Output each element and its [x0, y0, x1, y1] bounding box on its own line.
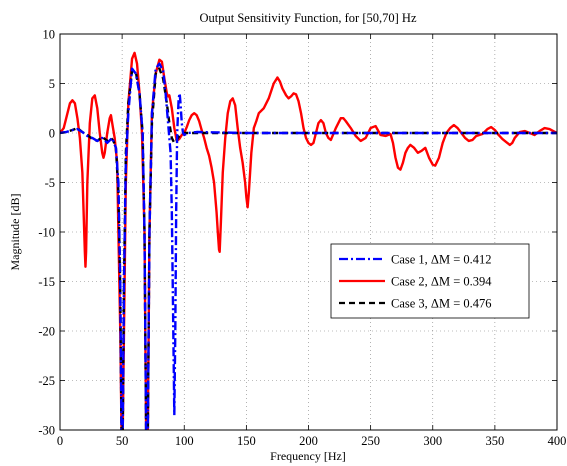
legend-label-case2: Case 2, ΔM = 0.394 [391, 275, 492, 289]
y-axis-label: Magnitude [dB] [8, 194, 22, 271]
chart-title: Output Sensitivity Function, for [50,70]… [200, 11, 417, 25]
x-tick-label: 250 [361, 434, 380, 448]
x-tick-label: 0 [57, 434, 63, 448]
x-tick-label: 200 [299, 434, 318, 448]
x-axis-label: Frequency [Hz] [270, 449, 346, 463]
x-tick-label: 350 [486, 434, 505, 448]
x-tick-label: 300 [423, 434, 442, 448]
y-tick-label: 10 [43, 28, 56, 42]
series-group [60, 51, 557, 430]
ticks [59, 33, 558, 431]
y-tick-label: -20 [38, 325, 55, 339]
y-tick-label: -30 [38, 424, 55, 438]
x-tick-label: 150 [237, 434, 256, 448]
y-tick-label: -5 [45, 176, 55, 190]
x-tick-label: 50 [116, 434, 129, 448]
y-tick-label: 0 [49, 127, 55, 141]
y-tick-label: -15 [38, 275, 55, 289]
legend: Case 1, ΔM = 0.412 Case 2, ΔM = 0.394 Ca… [330, 243, 530, 319]
y-tick-label: 5 [49, 77, 55, 91]
x-tick-label: 100 [175, 434, 194, 448]
x-tick-labels: 0 50 100 150 200 250 300 350 400 [57, 434, 567, 448]
legend-label-case1: Case 1, ΔM = 0.412 [391, 253, 492, 267]
y-tick-label: -25 [38, 374, 55, 388]
y-tick-label: -10 [38, 226, 55, 240]
series-line-case1 [60, 62, 557, 430]
legend-label-case3: Case 3, ΔM = 0.476 [391, 297, 492, 311]
x-tick-label: 400 [548, 434, 567, 448]
y-tick-labels: 10 5 0 -5 -10 -15 -20 -25 -30 [38, 28, 55, 438]
